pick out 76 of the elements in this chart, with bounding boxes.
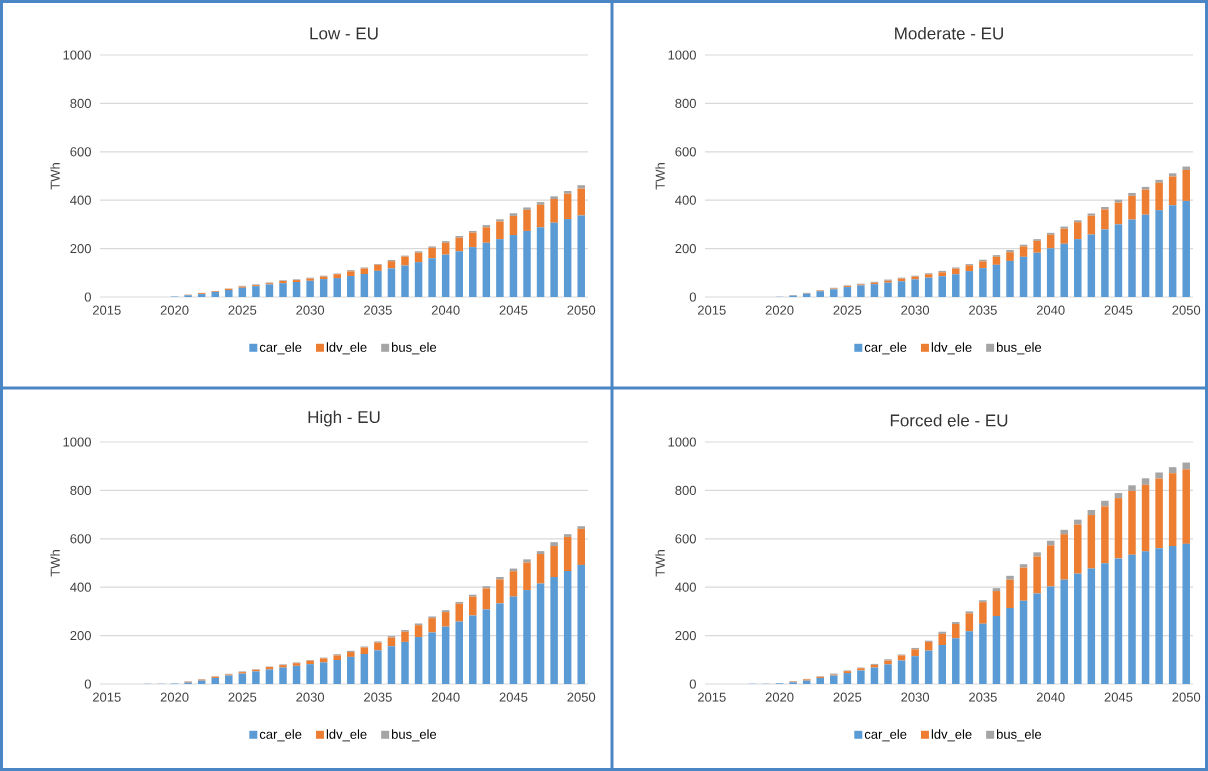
legend-label: car_ele	[864, 342, 907, 355]
y-tick-label: 600	[675, 534, 696, 544]
y-axis-title: TWh	[655, 163, 665, 190]
legend-label: car_ele	[864, 729, 907, 742]
y-tick-label: 400	[70, 195, 91, 205]
chart-title: Moderate - EU	[895, 26, 1003, 40]
x-tick-label: 2015	[92, 305, 121, 315]
x-tick-label: 2040	[431, 305, 460, 315]
y-tick-label: 1000	[668, 50, 696, 60]
legend-label: ldv_ele	[931, 729, 972, 742]
x-tick-label: 2035	[969, 692, 997, 702]
y-tick-label: 600	[70, 534, 91, 544]
y-tick-label: 0	[84, 679, 91, 689]
x-tick-label: 2030	[901, 692, 930, 702]
x-tick-label: 2025	[228, 305, 257, 315]
x-tick-label: 2020	[160, 692, 189, 702]
x-tick-label: 2045	[499, 692, 528, 702]
x-tick-label: 2025	[833, 692, 862, 702]
y-tick-label: 600	[70, 147, 91, 157]
legend-label: ldv_ele	[326, 342, 367, 355]
legend-label: car_ele	[259, 342, 302, 355]
x-tick-label: 2015	[697, 305, 726, 315]
x-tick-label: 2020	[765, 305, 794, 315]
y-tick-label: 0	[84, 292, 91, 302]
x-tick-label: 2025	[833, 305, 862, 315]
x-tick-label: 2030	[296, 305, 325, 315]
x-tick-label: 2050	[567, 305, 596, 315]
x-tick-label: 2045	[1104, 692, 1133, 702]
x-tick-label: 2035	[364, 692, 392, 702]
x-tick-label: 2025	[228, 692, 257, 702]
legend-label: bus_ele	[391, 342, 437, 355]
x-tick-label: 2050	[567, 692, 596, 702]
x-tick-label: 2030	[901, 305, 930, 315]
x-tick-label: 2015	[92, 692, 121, 702]
y-tick-label: 400	[70, 582, 91, 592]
x-tick-label: 2045	[499, 305, 528, 315]
legend-label: bus_ele	[996, 729, 1042, 742]
legend-label: bus_ele	[996, 342, 1042, 355]
y-tick-label: 0	[689, 679, 696, 689]
x-tick-label: 2050	[1172, 692, 1201, 702]
x-tick-label: 2020	[160, 305, 189, 315]
y-tick-label: 800	[70, 485, 91, 495]
y-tick-label: 1000	[63, 437, 91, 447]
x-tick-label: 2040	[431, 692, 460, 702]
x-tick-label: 2015	[697, 692, 726, 702]
y-tick-label: 200	[70, 630, 91, 641]
y-tick-label: 800	[675, 485, 696, 495]
x-tick-label: 2020	[765, 692, 794, 702]
legend-label: ldv_ele	[326, 729, 367, 742]
x-tick-label: 2050	[1172, 305, 1201, 315]
y-axis-title: TWh	[50, 163, 60, 190]
y-tick-label: 200	[70, 243, 91, 254]
y-tick-label: 800	[70, 98, 91, 108]
x-tick-label: 2035	[969, 305, 997, 315]
legend-label: bus_ele	[391, 729, 437, 742]
legend-label: car_ele	[259, 729, 302, 742]
chart-title: Low - EU	[310, 27, 378, 40]
y-tick-label: 800	[675, 98, 696, 108]
y-axis-title: TWh	[50, 550, 60, 577]
x-tick-label: 2030	[296, 692, 325, 702]
y-tick-label: 400	[675, 195, 696, 205]
chart-title: High - EU	[308, 410, 380, 427]
chart-title: Forced ele - EU	[890, 413, 1008, 427]
y-tick-label: 1000	[63, 50, 91, 60]
y-tick-label: 0	[689, 292, 696, 302]
x-tick-label: 2040	[1036, 692, 1065, 702]
x-tick-label: 2035	[364, 305, 392, 315]
y-tick-label: 400	[675, 582, 696, 592]
y-tick-label: 1000	[668, 437, 696, 447]
y-tick-label: 600	[675, 147, 696, 157]
y-tick-label: 200	[675, 243, 696, 254]
legend-label: ldv_ele	[931, 342, 972, 355]
y-tick-label: 200	[675, 630, 696, 641]
x-tick-label: 2045	[1104, 305, 1133, 315]
x-tick-label: 2040	[1036, 305, 1065, 315]
y-axis-title: TWh	[655, 550, 665, 577]
